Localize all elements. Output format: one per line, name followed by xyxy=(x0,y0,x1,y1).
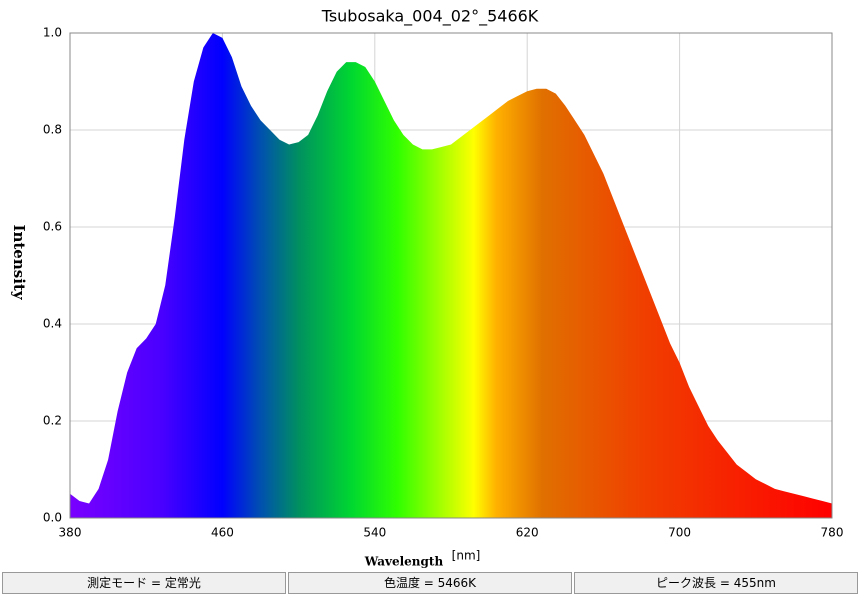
x-tick-label: 380 xyxy=(59,526,82,540)
y-tick-label: 0.4 xyxy=(43,317,62,331)
x-tick-label: 540 xyxy=(363,526,386,540)
y-tick-label: 0.0 xyxy=(43,511,62,525)
x-axis-unit: [nm] xyxy=(452,549,481,563)
x-tick-label: 460 xyxy=(211,526,234,540)
status-bar: 測定モード = 定常光 色温度 = 5466K ピーク波長 = 455nm xyxy=(2,572,858,594)
status-cell: 測定モード = 定常光 xyxy=(2,572,286,594)
x-tick-label: 700 xyxy=(668,526,691,540)
spectrum-area xyxy=(70,33,832,518)
y-axis-label: Intensity xyxy=(10,224,28,300)
status-cell: 色温度 = 5466K xyxy=(288,572,572,594)
x-axis-label: Wavelength xyxy=(364,555,444,569)
y-tick-label: 1.0 xyxy=(43,26,62,40)
y-tick-label: 0.8 xyxy=(43,123,62,137)
chart-title: Tsubosaka_004_02°_5466K xyxy=(321,7,539,27)
x-tick-label: 620 xyxy=(516,526,539,540)
plot-frame xyxy=(69,32,833,519)
x-tick-label: 780 xyxy=(821,526,844,540)
y-tick-label: 0.6 xyxy=(43,220,62,234)
status-cell: ピーク波長 = 455nm xyxy=(574,572,858,594)
y-tick-label: 0.2 xyxy=(43,414,62,428)
chart: Tsubosaka_004_02°_5466K Intensity Wavele… xyxy=(10,7,844,569)
